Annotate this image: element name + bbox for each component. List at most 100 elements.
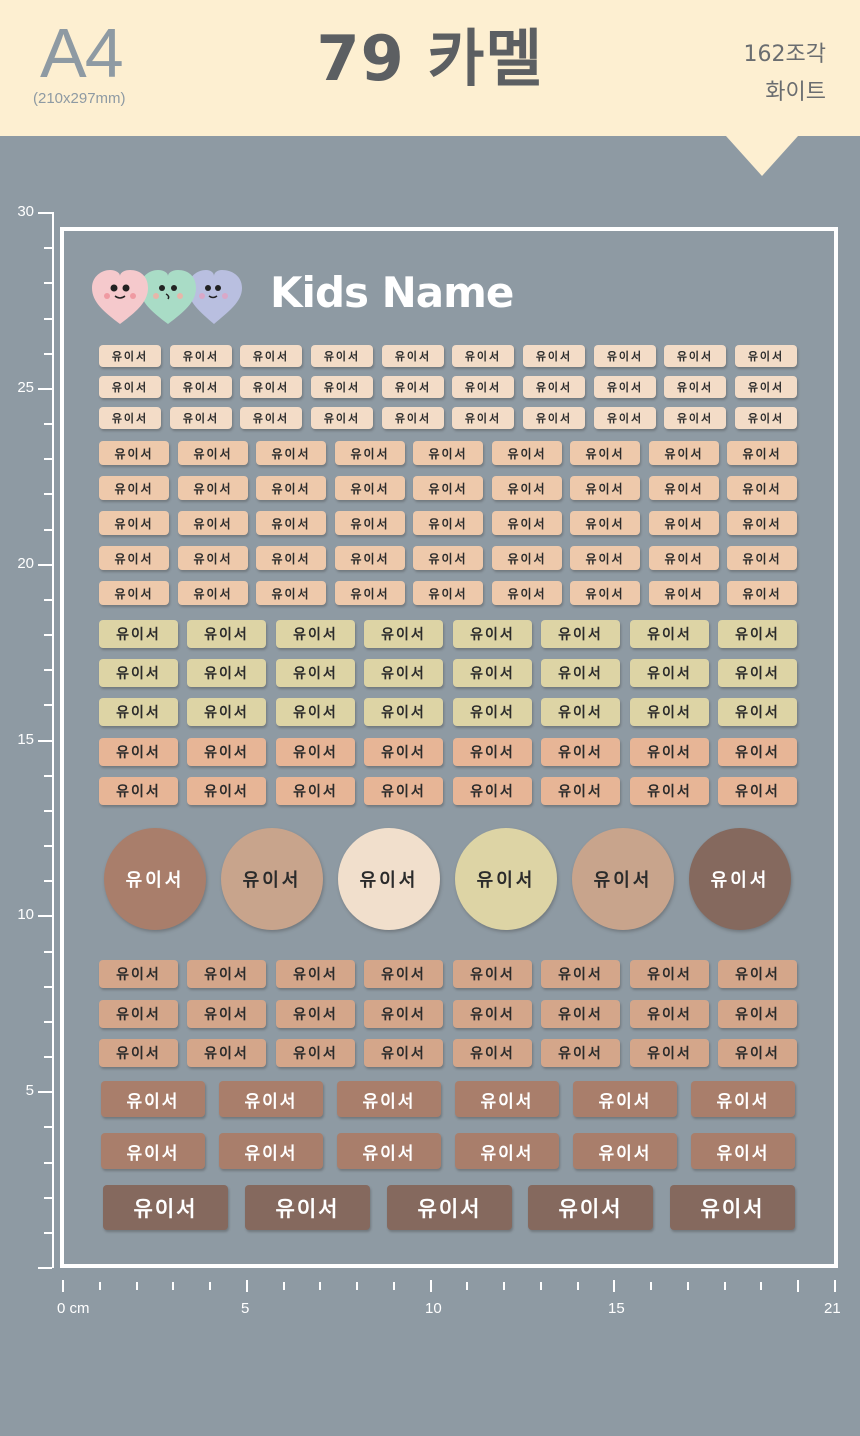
name-label-sticker: 유이서 [541, 698, 620, 726]
color-name: 화이트 [765, 80, 826, 105]
name-label-sticker: 유이서 [170, 376, 232, 398]
ruler-tick [44, 282, 52, 284]
heart-mint-icon [140, 270, 196, 324]
name-label-sticker: 유이서 [99, 441, 169, 465]
name-label-sticker: 유이서 [101, 1133, 205, 1169]
ruler-tick [44, 529, 52, 531]
name-label-sticker: 유이서 [727, 581, 797, 605]
ruler-tick [283, 1282, 285, 1290]
ruler-tick [430, 1280, 432, 1292]
name-label-sticker: 유이서 [453, 960, 532, 988]
name-label-sticker: 유이서 [718, 620, 797, 648]
ruler-tick [44, 669, 52, 671]
name-label-sticker: 유이서 [99, 407, 161, 429]
ruler-tick [38, 915, 52, 917]
name-label-sticker: 유이서 [364, 1039, 443, 1067]
name-label-sticker: 유이서 [630, 1039, 709, 1067]
name-label-sticker: 유이서 [256, 546, 326, 570]
name-label-sticker: 유이서 [492, 511, 562, 535]
name-label-sticker: 유이서 [727, 511, 797, 535]
name-circle-sticker: 유이서 [104, 828, 206, 930]
ruler-tick [834, 1280, 836, 1292]
name-label-sticker: 유이서 [187, 738, 266, 766]
name-label-sticker: 유이서 [99, 1039, 178, 1067]
paper-dimensions: (210x297mm) [33, 90, 126, 107]
name-label-sticker: 유이서 [727, 476, 797, 500]
name-label-sticker: 유이서 [178, 581, 248, 605]
name-label-sticker: 유이서 [570, 581, 640, 605]
name-label-sticker: 유이서 [99, 345, 161, 367]
name-label-sticker: 유이서 [630, 960, 709, 988]
name-label-sticker: 유이서 [541, 960, 620, 988]
name-label-sticker: 유이서 [691, 1081, 795, 1117]
ruler-tick [650, 1282, 652, 1290]
heart-pink-icon [92, 270, 148, 324]
name-label-sticker: 유이서 [364, 960, 443, 988]
name-label-sticker: 유이서 [570, 441, 640, 465]
name-label-sticker: 유이서 [311, 376, 373, 398]
name-label-sticker: 유이서 [455, 1081, 559, 1117]
name-label-sticker: 유이서 [187, 1000, 266, 1028]
name-label-sticker: 유이서 [337, 1133, 441, 1169]
ruler-tick [136, 1282, 138, 1290]
ruler-tick [38, 740, 52, 742]
name-label-sticker: 유이서 [649, 546, 719, 570]
name-label-sticker: 유이서 [718, 659, 797, 687]
name-label-sticker: 유이서 [387, 1185, 512, 1230]
name-label-sticker: 유이서 [630, 1000, 709, 1028]
ruler-tick [613, 1280, 615, 1292]
name-label-sticker: 유이서 [99, 777, 178, 805]
name-label-sticker: 유이서 [735, 407, 797, 429]
name-label-sticker: 유이서 [735, 376, 797, 398]
ruler-label: 21 [824, 1300, 841, 1317]
name-label-sticker: 유이서 [170, 345, 232, 367]
name-label-sticker: 유이서 [364, 659, 443, 687]
name-label-sticker: 유이서 [335, 476, 405, 500]
name-label-sticker: 유이서 [541, 1039, 620, 1067]
name-label-sticker: 유이서 [99, 738, 178, 766]
name-label-sticker: 유이서 [311, 407, 373, 429]
ruler-tick [44, 1056, 52, 1058]
name-label-sticker: 유이서 [178, 476, 248, 500]
name-label-sticker: 유이서 [727, 441, 797, 465]
name-label-sticker: 유이서 [103, 1185, 228, 1230]
ruler-tick [44, 599, 52, 601]
ruler-label: 15 [17, 731, 34, 748]
ruler-tick [44, 951, 52, 953]
ruler-label: 15 [608, 1300, 625, 1317]
ruler-tick [44, 704, 52, 706]
ruler-tick [540, 1282, 542, 1290]
ruler-tick [44, 318, 52, 320]
name-label-sticker: 유이서 [99, 511, 169, 535]
ruler-tick [319, 1282, 321, 1290]
name-label-sticker: 유이서 [453, 698, 532, 726]
name-label-sticker: 유이서 [178, 511, 248, 535]
ruler-tick [44, 1197, 52, 1199]
name-label-sticker: 유이서 [452, 407, 514, 429]
name-label-sticker: 유이서 [541, 620, 620, 648]
name-circle-sticker: 유이서 [221, 828, 323, 930]
ruler-tick [44, 247, 52, 249]
ruler-tick [44, 493, 52, 495]
ruler-tick [577, 1282, 579, 1290]
name-label-sticker: 유이서 [718, 1039, 797, 1067]
name-label-sticker: 유이서 [364, 698, 443, 726]
ruler-tick [44, 810, 52, 812]
name-label-sticker: 유이서 [99, 620, 178, 648]
name-label-sticker: 유이서 [664, 407, 726, 429]
ruler-tick [760, 1282, 762, 1290]
name-label-sticker: 유이서 [718, 777, 797, 805]
ruler-tick [38, 1091, 52, 1093]
name-label-sticker: 유이서 [99, 546, 169, 570]
name-label-sticker: 유이서 [99, 698, 178, 726]
name-label-sticker: 유이서 [256, 476, 326, 500]
name-label-sticker: 유이서 [718, 698, 797, 726]
name-label-sticker: 유이서 [453, 659, 532, 687]
name-label-sticker: 유이서 [187, 698, 266, 726]
name-label-sticker: 유이서 [240, 407, 302, 429]
name-label-sticker: 유이서 [670, 1185, 795, 1230]
ruler-tick [44, 986, 52, 988]
ruler-label: 20 [17, 555, 34, 572]
name-label-sticker: 유이서 [718, 960, 797, 988]
pointer-arrow-icon [726, 136, 798, 176]
